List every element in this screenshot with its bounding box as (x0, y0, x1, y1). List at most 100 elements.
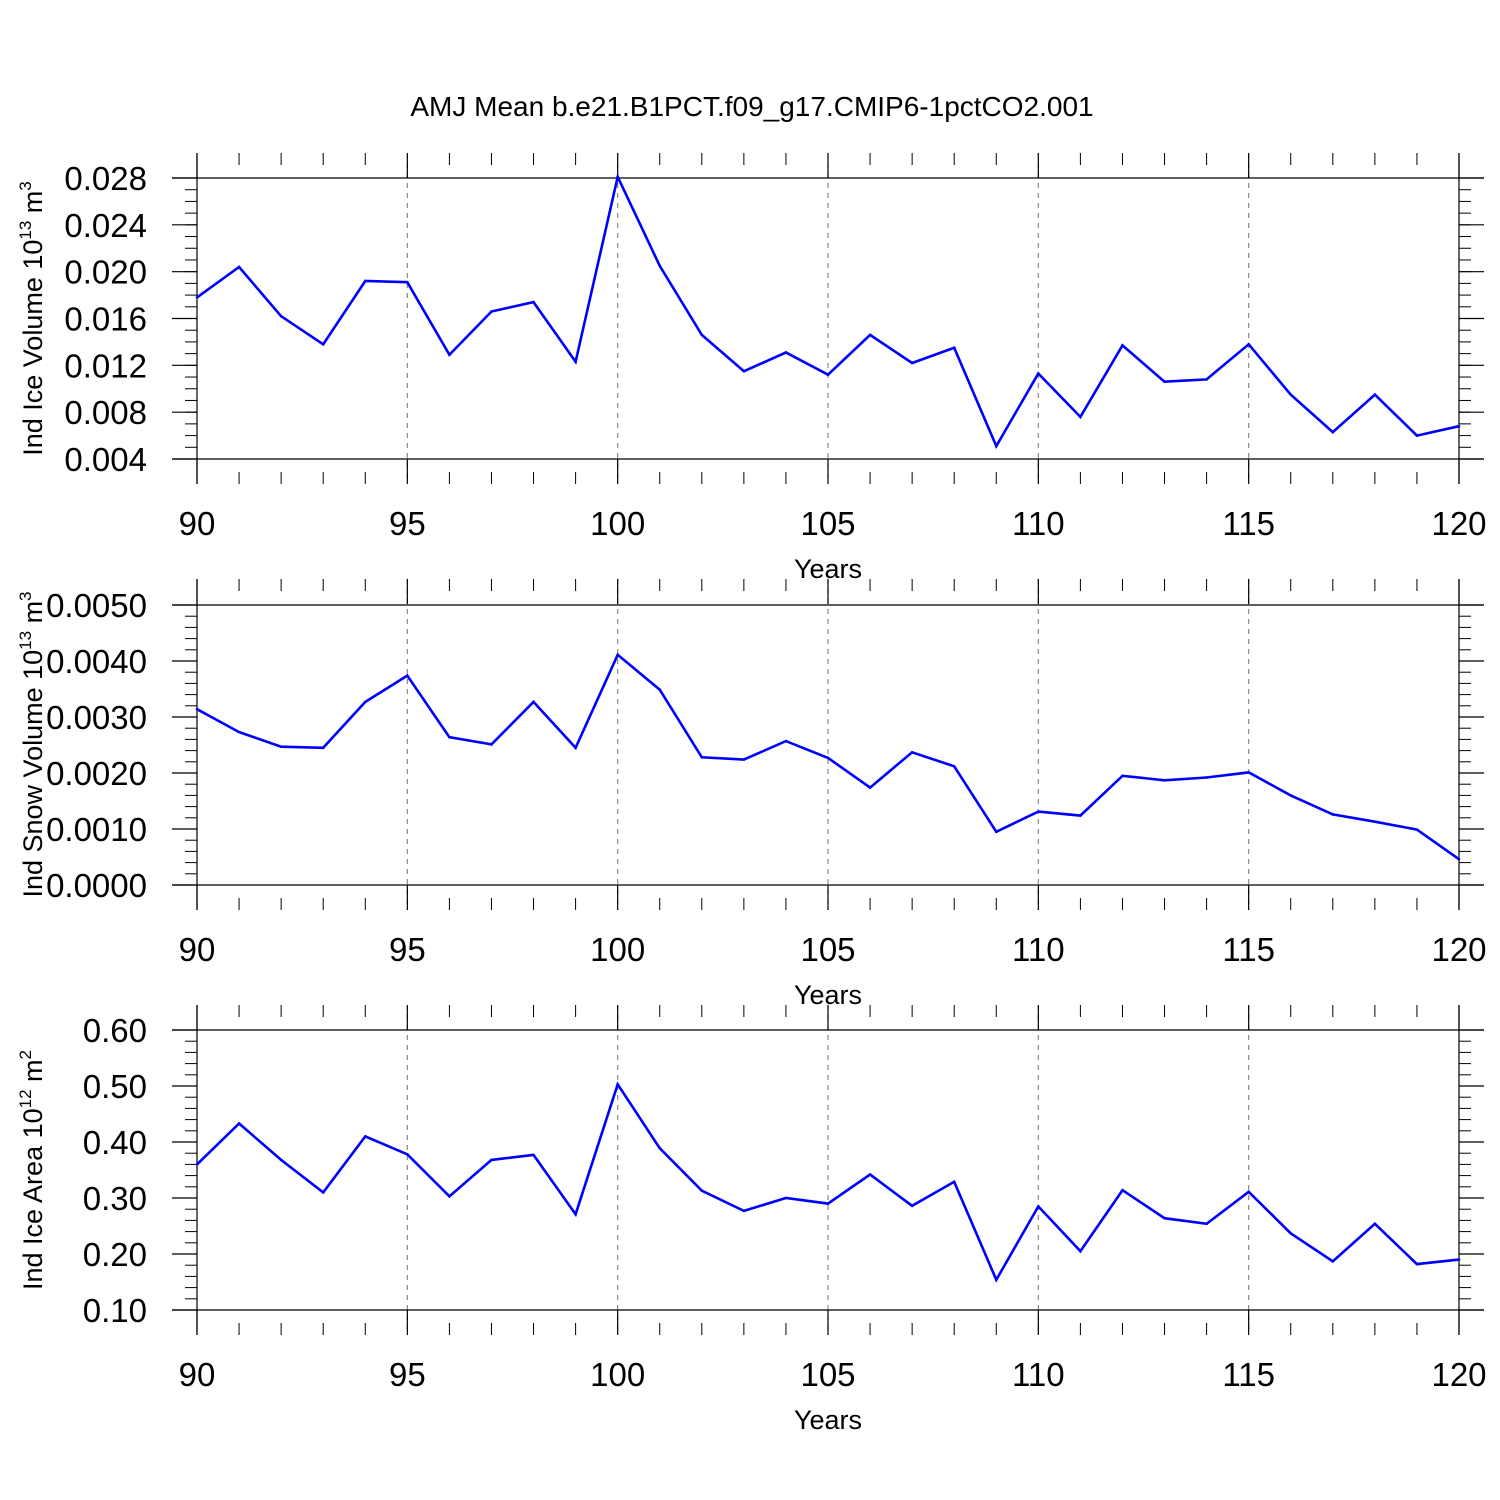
data-point (1289, 794, 1293, 797)
data-point (784, 739, 788, 743)
data-point (574, 746, 577, 750)
data-point (448, 735, 451, 739)
data-point (1079, 1249, 1082, 1253)
data-point (952, 1180, 956, 1184)
data-point (910, 750, 914, 754)
x-tick-label: 95 (389, 931, 426, 968)
data-point (784, 351, 788, 354)
data-point (237, 1122, 241, 1125)
data-point (321, 1191, 325, 1194)
x-tick-label: 110 (1012, 931, 1065, 968)
data-point (1415, 1262, 1419, 1266)
data-point (616, 175, 619, 179)
data-point (616, 1083, 619, 1086)
data-point (1205, 776, 1208, 779)
data-point (910, 1204, 914, 1208)
data-point (1121, 344, 1124, 347)
data-point (574, 1212, 577, 1216)
x-tick-label: 100 (590, 1356, 645, 1393)
data-point (868, 1173, 872, 1176)
data-point (363, 279, 367, 283)
data-point (1205, 1222, 1208, 1226)
y-tick-label: 0.012 (64, 347, 147, 384)
panel-snow-volume: 0.0000 0.0010 0.0020 0.0030 0.0040 0.0050 90 95… (16, 579, 1487, 1010)
data-point (952, 346, 956, 350)
data-series-line (196, 1081, 1460, 1283)
data-point (195, 296, 199, 299)
data-point (321, 746, 325, 750)
x-tick-label: 105 (800, 931, 855, 968)
y-tick-label: 0.008 (64, 394, 147, 431)
x-tick-label: 90 (179, 1356, 216, 1393)
data-point (952, 764, 956, 768)
data-point (406, 674, 409, 677)
data-point (279, 314, 283, 318)
data-point (1037, 372, 1040, 375)
data-point (1121, 774, 1124, 778)
data-point (490, 743, 493, 746)
data-point (658, 1146, 662, 1150)
y-tick-label: 0.016 (64, 301, 147, 338)
y-tick-label: 0.0020 (46, 755, 147, 792)
data-point (195, 707, 199, 711)
data-point (1289, 1231, 1293, 1235)
data-point (826, 756, 830, 760)
data-point (784, 1196, 788, 1200)
y-tick-label: 0.50 (83, 1068, 147, 1105)
data-point (1331, 813, 1335, 816)
data-point (279, 1158, 283, 1162)
data-point (868, 786, 872, 789)
x-tick-label: 120 (1431, 505, 1486, 542)
y-tick-label: 0.0000 (46, 867, 147, 904)
data-point (742, 1209, 746, 1213)
data-point (1037, 1205, 1040, 1208)
data-point (994, 1278, 998, 1282)
data-point (994, 444, 998, 448)
data-point (321, 342, 325, 346)
chart-title: AMJ Mean b.e21.B1PCT.f09_g17.CMIP6-1pctC… (410, 91, 1093, 122)
y-axis-label: Ind Ice Volume 1013 m3 (16, 181, 48, 456)
x-tick-label: 95 (389, 1356, 426, 1393)
x-tick-label: 115 (1222, 931, 1275, 968)
x-tick-label: 95 (389, 505, 426, 542)
x-tick-label: 100 (590, 931, 645, 968)
data-point (1247, 342, 1250, 346)
data-point (1373, 820, 1377, 824)
data-point (1415, 434, 1419, 437)
data-point (195, 1163, 199, 1166)
data-point (279, 745, 283, 748)
y-tick-label: 0.40 (83, 1124, 147, 1161)
data-point (1079, 415, 1082, 419)
data-point (1163, 1216, 1166, 1220)
data-point (1163, 778, 1166, 782)
x-tick-label: 115 (1222, 505, 1275, 542)
x-tick-label: 110 (1012, 1356, 1065, 1393)
data-point (1331, 1259, 1335, 1263)
data-point (616, 653, 619, 657)
data-point (826, 373, 830, 377)
y-tick-label: 0.20 (83, 1236, 147, 1273)
x-tick-label: 90 (179, 505, 216, 542)
x-tick-label: 105 (800, 505, 855, 542)
data-point (658, 688, 662, 691)
data-point (1415, 828, 1419, 831)
data-point (700, 1189, 704, 1193)
data-point (868, 333, 872, 337)
y-tick-label: 0.0050 (46, 587, 147, 624)
y-tick-label: 0.30 (83, 1180, 147, 1217)
data-point (1037, 810, 1040, 813)
y-tick-label: 0.020 (64, 254, 147, 291)
x-tick-label: 90 (179, 931, 216, 968)
data-point (406, 1153, 409, 1156)
data-point (1079, 814, 1082, 817)
data-point (1163, 380, 1166, 384)
x-tick-label: 120 (1431, 1356, 1486, 1393)
data-point (574, 360, 577, 364)
data-point (448, 353, 451, 357)
x-axis-label: Years (794, 1405, 862, 1435)
x-tick-label: 110 (1012, 505, 1065, 542)
data-point (910, 361, 914, 365)
data-point (1331, 430, 1335, 434)
x-tick-label: 120 (1431, 931, 1486, 968)
